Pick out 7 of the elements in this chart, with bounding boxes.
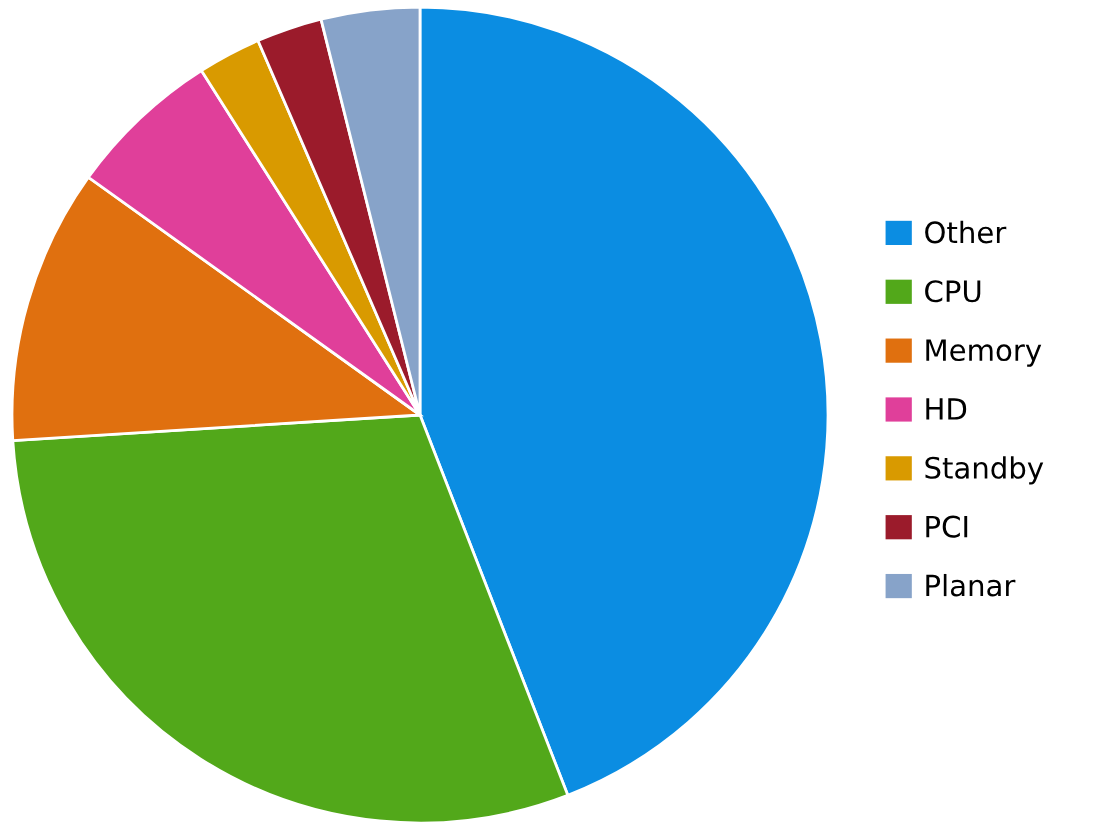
legend-label: PCI — [926, 515, 968, 538]
legend-label: Memory — [926, 339, 1042, 367]
legend-label: CPU — [925, 280, 981, 303]
legend-label: Other — [925, 220, 1007, 244]
legend-label: Planar — [926, 573, 1016, 597]
legend-label: HD — [926, 398, 967, 420]
legend-label: Standby — [925, 456, 1044, 485]
